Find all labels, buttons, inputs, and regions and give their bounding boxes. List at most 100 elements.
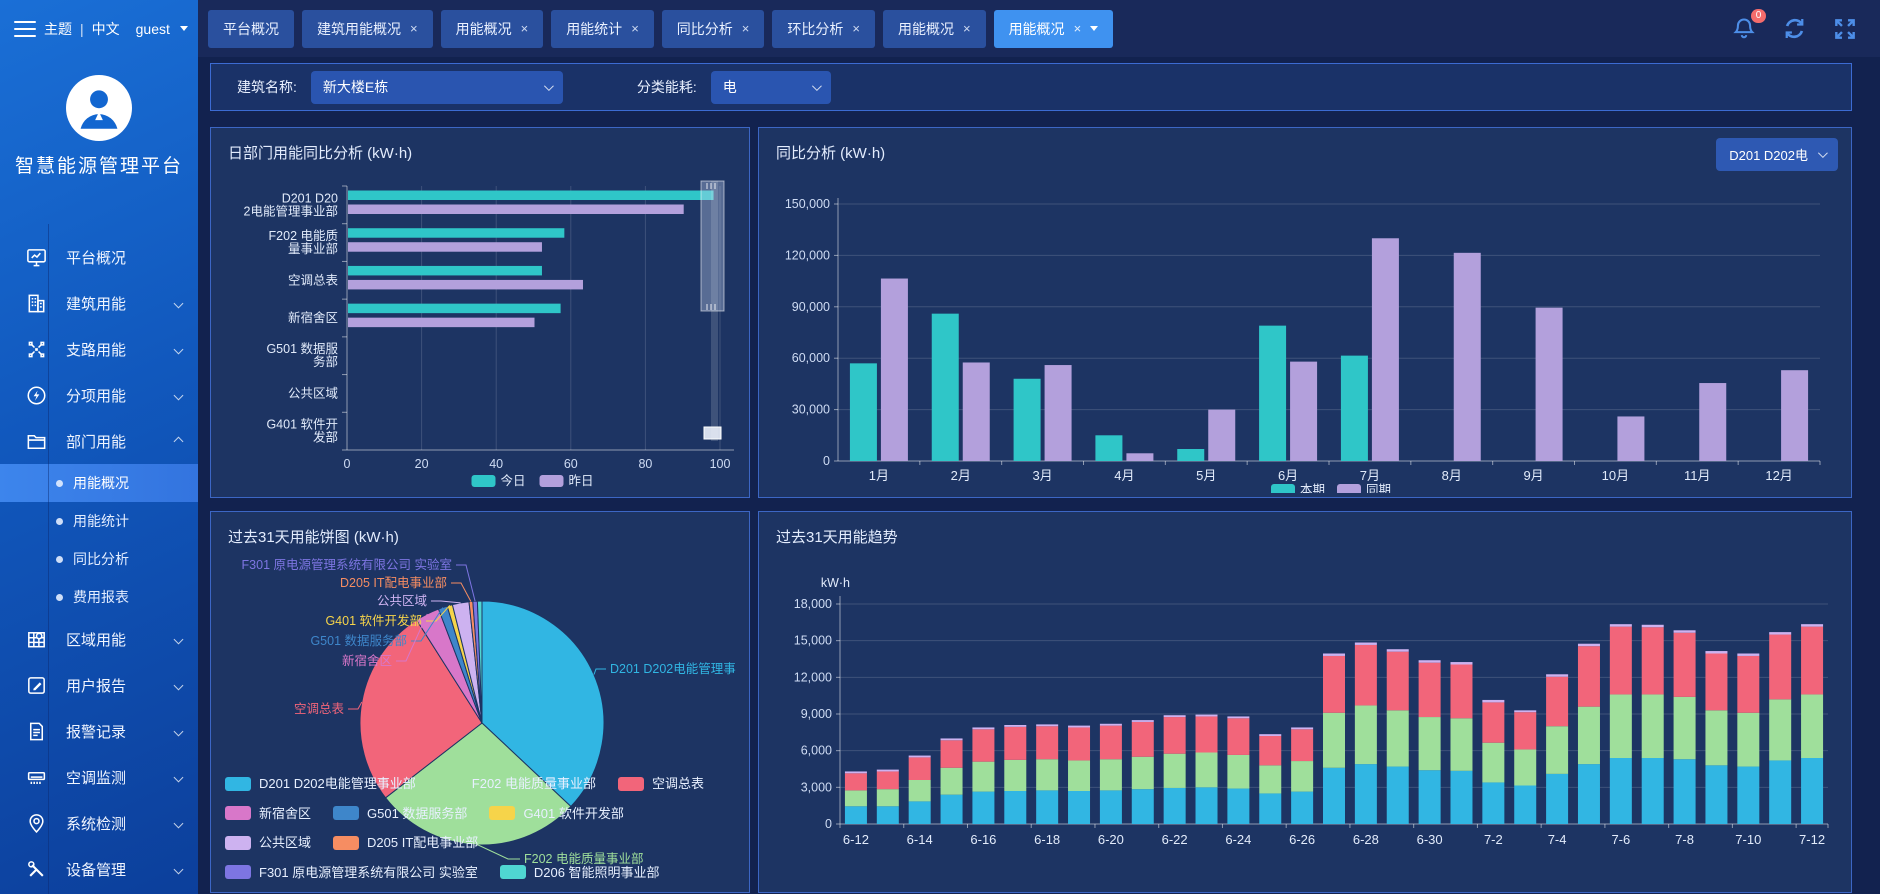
- sidebar-item-2[interactable]: 建筑用能: [0, 280, 198, 326]
- fullscreen-icon[interactable]: [1832, 16, 1858, 42]
- svg-text:0: 0: [825, 817, 832, 831]
- language-link[interactable]: 中文: [91, 20, 120, 37]
- doc-icon: [24, 719, 48, 743]
- svg-text:150,000: 150,000: [785, 197, 830, 211]
- pie-legend-item[interactable]: F202 电能质量事业部: [437, 770, 596, 797]
- tab-用能概况-7[interactable]: 用能概况 ×: [882, 9, 986, 48]
- top-bar: 平台概况 建筑用能概况 × 用能概况 × 用能统计 × 同比分析 × 环比分析 × 用能概况 × 用能概况…: [198, 0, 1880, 57]
- tab-label: 用能概况: [897, 20, 954, 37]
- sidebar-item-7[interactable]: 用户报告: [0, 662, 198, 708]
- user-caret-icon[interactable]: [179, 26, 188, 31]
- chart1-legend[interactable]: 今日 昨日: [471, 473, 594, 488]
- svg-text:20: 20: [415, 457, 429, 471]
- tab-建筑用能概况-2[interactable]: 建筑用能概况 ×: [302, 9, 433, 48]
- legend-swatch: [437, 776, 464, 791]
- tab-close-icon[interactable]: ×: [852, 21, 860, 36]
- tab-close-icon[interactable]: ×: [962, 21, 971, 36]
- tab-close-icon[interactable]: ×: [410, 21, 418, 36]
- trend-chart[interactable]: kW·h 0 3,000 6,000 9,000 12,000 15,000 18,000 6-…: [772, 553, 1838, 892]
- filter-bar: 建筑名称: 新大楼E栋 分类能耗: 电: [210, 63, 1852, 111]
- tab-环比分析-6[interactable]: 环比分析 ×: [772, 9, 875, 48]
- pie-chart[interactable]: F301 原电源管理系统有限公司 实验室 D205 IT配电事业部 公共区域 G401…: [224, 553, 736, 892]
- svg-text:6-20: 6-20: [1098, 832, 1124, 847]
- tab-close-icon[interactable]: ×: [520, 21, 529, 36]
- panel-title: 过去31天用能趋势: [776, 529, 898, 546]
- tab-close-icon[interactable]: ×: [741, 21, 750, 36]
- pie-legend-item[interactable]: F301 原电源管理系统有限公司 实验室: [225, 859, 478, 886]
- chart2-legend[interactable]: 本期 同期: [1271, 483, 1391, 493]
- chevron-down-icon: [173, 864, 184, 874]
- daily-dept-chart[interactable]: 0 20 40 60 80 100 D201 D20 2电能管理事业部 F202 电能质 量事业部…: [224, 169, 736, 493]
- sidebar-item-10[interactable]: 系统检测: [0, 800, 198, 846]
- sidebar-item-5[interactable]: 部门用能: [0, 418, 198, 464]
- pie-legend-item[interactable]: G501 数据服务部: [333, 800, 467, 827]
- sidebar-item-4[interactable]: 分项用能: [0, 372, 198, 418]
- chevron-down-icon: [173, 390, 184, 400]
- sidebar-subitem-用能统计[interactable]: 用能统计: [0, 502, 198, 540]
- svg-text:D205 IT配电事业部: D205 IT配电事业部: [340, 575, 447, 590]
- tab-同比分析-5[interactable]: 同比分析 ×: [661, 9, 765, 48]
- sidebar-subitem-用能概况[interactable]: 用能概况: [0, 464, 198, 502]
- tab-用能概况-3[interactable]: 用能概况 ×: [440, 9, 544, 48]
- notification-bell-icon[interactable]: 0: [1731, 8, 1766, 42]
- svg-text:同期: 同期: [1366, 483, 1391, 493]
- yoy-chart[interactable]: 0 30,000 60,000 90,000 120,000 150,000 1月 2月 3月 4…: [772, 171, 1838, 493]
- sidebar-item-1[interactable]: 平台概况: [0, 234, 198, 280]
- theme-link[interactable]: 主题: [44, 20, 72, 37]
- svg-text:6-28: 6-28: [1353, 832, 1379, 847]
- sidebar-item-9[interactable]: 空调监测: [0, 754, 198, 800]
- sidebar-subitem-同比分析[interactable]: 同比分析: [0, 540, 198, 578]
- pie-legend-item[interactable]: 公共区域: [225, 829, 311, 856]
- energy-category-select[interactable]: 电: [710, 70, 831, 104]
- datazoom-slider[interactable]: [700, 180, 725, 441]
- svg-text:公共区域: 公共区域: [377, 594, 427, 608]
- tab-平台概况-1[interactable]: 平台概况: [208, 9, 294, 48]
- tab-用能统计-4[interactable]: 用能统计 ×: [551, 9, 654, 48]
- svg-text:今日: 今日: [501, 473, 526, 488]
- tab-close-icon[interactable]: ×: [1073, 21, 1082, 36]
- tab-用能概况-8[interactable]: 用能概况 ×: [993, 9, 1114, 48]
- sidebar-item-6[interactable]: 区域用能: [0, 616, 198, 662]
- svg-text:18,000: 18,000: [794, 597, 832, 611]
- pie-legend-item[interactable]: D206 智能照明事业部: [499, 859, 660, 886]
- svg-text:新宿舍区: 新宿舍区: [288, 310, 338, 325]
- svg-text:G401 软件开: G401 软件开: [266, 418, 338, 432]
- pie-legend-item[interactable]: G401 软件开发部: [489, 800, 624, 827]
- pie-legend-item[interactable]: D205 IT配电事业部: [333, 829, 478, 856]
- bullet-icon: [56, 479, 63, 487]
- topbar-icons: 0: [1731, 8, 1858, 42]
- chevron-up-icon: [173, 436, 184, 446]
- svg-text:F301 原电源管理系统有限公司 实验室: F301 原电源管理系统有限公司 实验室: [242, 557, 452, 572]
- panel-trend: 过去31天用能趋势 kW·h 0 3,000 6,000 9,000 12,000 15,0…: [758, 511, 1852, 893]
- building-select[interactable]: 新大楼E栋: [310, 70, 563, 104]
- hamburger-icon[interactable]: [14, 20, 36, 37]
- chevron-down-icon: [173, 680, 184, 690]
- sidebar-subitem-费用报表[interactable]: 费用报表: [0, 578, 198, 616]
- pie-legend-item[interactable]: 空调总表: [618, 770, 704, 797]
- energy-category-label: 分类能耗:: [636, 79, 697, 95]
- sidebar-item-11[interactable]: 设备管理: [0, 846, 198, 892]
- pie-slice: [384, 722, 572, 846]
- svg-text:D201 D20: D201 D20: [282, 191, 338, 205]
- legend-label: D205 IT配电事业部: [367, 835, 479, 850]
- pie-legend-item[interactable]: D201 D202电能管理事业部: [225, 770, 416, 797]
- department-select[interactable]: D201 D202电: [1716, 138, 1838, 171]
- legend-label: F301 原电源管理系统有限公司 实验室: [259, 864, 478, 880]
- pie-legend: D201 D202电能管理事业部 F202 电能质量事业部 空调总表新宿舍区 G501…: [225, 770, 745, 888]
- bolt-icon: [24, 383, 48, 407]
- tab-close-icon[interactable]: ×: [631, 21, 639, 36]
- svg-text:6-12: 6-12: [843, 832, 869, 847]
- username[interactable]: guest: [135, 20, 170, 37]
- tab-caret-icon[interactable]: [1090, 26, 1099, 31]
- pie-legend-item[interactable]: 新宿舍区: [225, 800, 311, 827]
- sidebar-item-3[interactable]: 支路用能: [0, 326, 198, 372]
- panel-title: 同比分析 (kW·h): [776, 145, 886, 162]
- energy-category-value: 电: [722, 79, 737, 95]
- sidebar-item-label: 建筑用能: [66, 295, 127, 313]
- sidebar-item-8[interactable]: 报警记录: [0, 708, 198, 754]
- svg-text:60,000: 60,000: [792, 351, 830, 365]
- svg-text:12月: 12月: [1765, 468, 1792, 483]
- main-area: 平台概况 建筑用能概况 × 用能概况 × 用能统计 × 同比分析 × 环比分析 × 用能概况 × 用能概况…: [198, 0, 1880, 894]
- refresh-icon[interactable]: [1781, 15, 1808, 42]
- svg-text:昨日: 昨日: [569, 474, 594, 488]
